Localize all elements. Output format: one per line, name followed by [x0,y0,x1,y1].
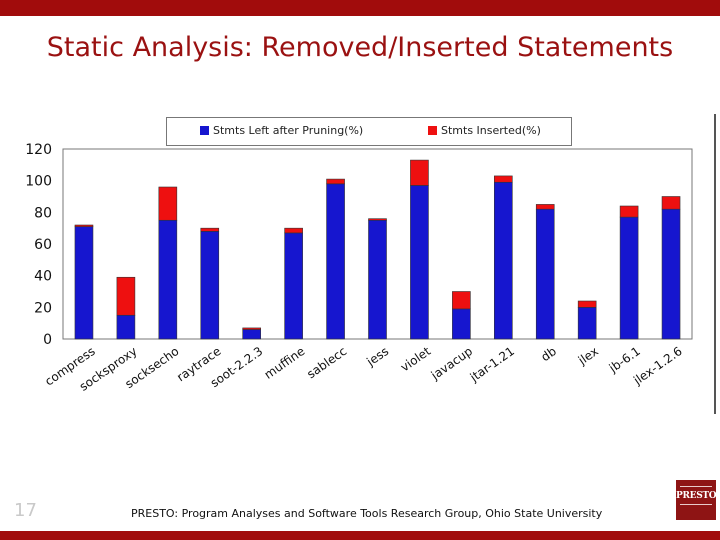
bar-stmts-left [493,181,513,340]
x-tick-label: violet [398,344,433,375]
bar-stmts-left [242,329,261,340]
legend-label-left: Stmts Left after Pruning(%) [213,124,364,137]
bar-stmts-left [284,232,303,340]
bar-stmts-inserted [116,276,136,316]
x-tick-label: jtar-1.21 [467,344,517,385]
logo-rule-top [680,486,712,487]
bar-stmts-left [74,226,94,340]
bar-stmts-inserted [410,159,429,186]
chart-legend: Stmts Left after Pruning(%) Stmts Insert… [166,117,572,146]
y-tick-label: 100 [25,174,52,190]
x-tick-label: jlex [575,344,601,368]
bar-stmts-inserted [242,327,261,330]
bar-stmts-left [158,219,178,340]
x-tick-label: jess [363,344,391,369]
bar-stmts-left [116,314,136,340]
bar-stmts-inserted [661,196,681,210]
bar-stmts-inserted [74,224,94,227]
slide-title: Static Analysis: Removed/Inserted Statem… [46,32,674,63]
x-tick-label: muffine [262,344,308,382]
bar-stmts-inserted [326,178,345,185]
legend-item-inserted: Stmts Inserted(%) [428,124,541,137]
page-number: 17 [14,500,37,521]
bar-stmts-inserted [158,186,178,221]
y-tick-label: 80 [34,205,52,221]
bar-stmts-left [535,208,555,340]
y-tick-label: 0 [43,332,52,348]
bottom-accent-bar [0,531,720,540]
legend-label-inserted: Stmts Inserted(%) [441,124,541,137]
bar-stmts-left [368,219,387,340]
y-tick-label: 120 [25,142,52,158]
bar-stmts-left [452,308,471,340]
bar-stmts-inserted [493,175,513,183]
bar-stmts-left [200,231,220,340]
right-divider [714,114,716,414]
presto-logo: PRESTO [676,480,716,520]
bar-stmts-inserted [535,204,555,210]
bar-chart: 020406080100120compresssocksproxysocksec… [25,142,693,394]
bar-stmts-left [410,185,429,340]
x-tick-label: javacup [428,344,475,383]
bar-stmts-inserted [284,227,303,234]
bar-stmts-inserted [452,291,471,310]
y-tick-label: 20 [34,300,52,316]
y-tick-label: 40 [34,269,52,285]
legend-swatch-inserted [428,126,437,135]
bar-stmts-left [661,208,681,340]
bar-stmts-left [326,183,345,340]
legend-item-left: Stmts Left after Pruning(%) [200,124,363,137]
top-accent-bar [0,0,720,16]
bar-stmts-inserted [577,300,597,308]
bar-stmts-inserted [619,205,639,218]
bar-stmts-inserted [368,218,387,221]
x-tick-label: sablecc [304,344,349,381]
bar-stmts-inserted [200,227,220,232]
footer-credit: PRESTO: Program Analyses and Software To… [131,507,603,520]
bar-stmts-left [577,307,597,340]
x-tick-label: db [538,344,559,364]
logo-rule-bottom [680,504,712,505]
y-tick-label: 60 [34,237,52,253]
bar-stmts-left [619,216,639,340]
logo-wordmark: PRESTO [676,491,716,501]
legend-swatch-left [200,126,209,135]
